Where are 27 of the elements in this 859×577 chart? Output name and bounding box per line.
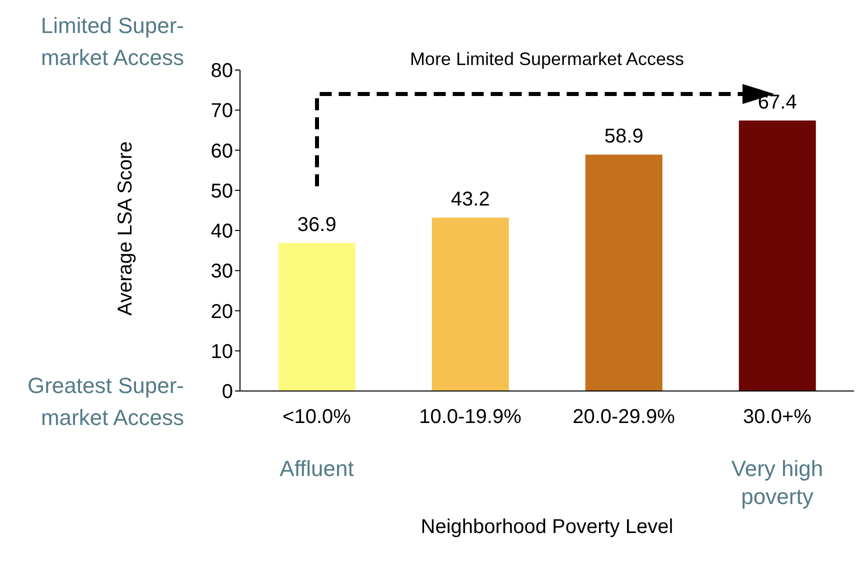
y-tick-label: 20 [210,300,233,323]
text: Greatest Super-market Access [26,372,184,432]
x-tick-label: <10.0% [282,406,352,428]
x-axis-title: Neighborhood Poverty Level [420,516,674,538]
x-tick-label: 20.0-29.9% [572,406,676,428]
bar [585,154,662,391]
y-tick-label: 10 [210,340,233,363]
y-axis-title: Average LSA Score [114,140,136,316]
text: Very high poverty [730,455,824,511]
x-tick-label: 30.0+% [743,406,812,428]
data-label: 58.9 [604,126,644,148]
bar [432,218,509,391]
y-tick-label: 60 [210,140,233,162]
bar [278,242,356,391]
x-tick-label: 10.0-19.9% [419,406,522,428]
y-tick-label: 70 [210,100,233,122]
y-tick-label: 30 [210,260,233,283]
text: Limited Super-market Access [40,12,184,72]
y-tick-label: 80 [210,60,233,82]
data-label: 43.2 [450,188,490,211]
y-tick-label: 40 [210,220,233,243]
data-label: 36.9 [297,214,336,236]
text: Affluent [278,455,355,483]
bar [738,120,816,391]
text: More Limited Supermarket Access [408,48,686,70]
y-tick-label: 50 [210,180,233,202]
y-tick-label: 0 [222,381,233,404]
